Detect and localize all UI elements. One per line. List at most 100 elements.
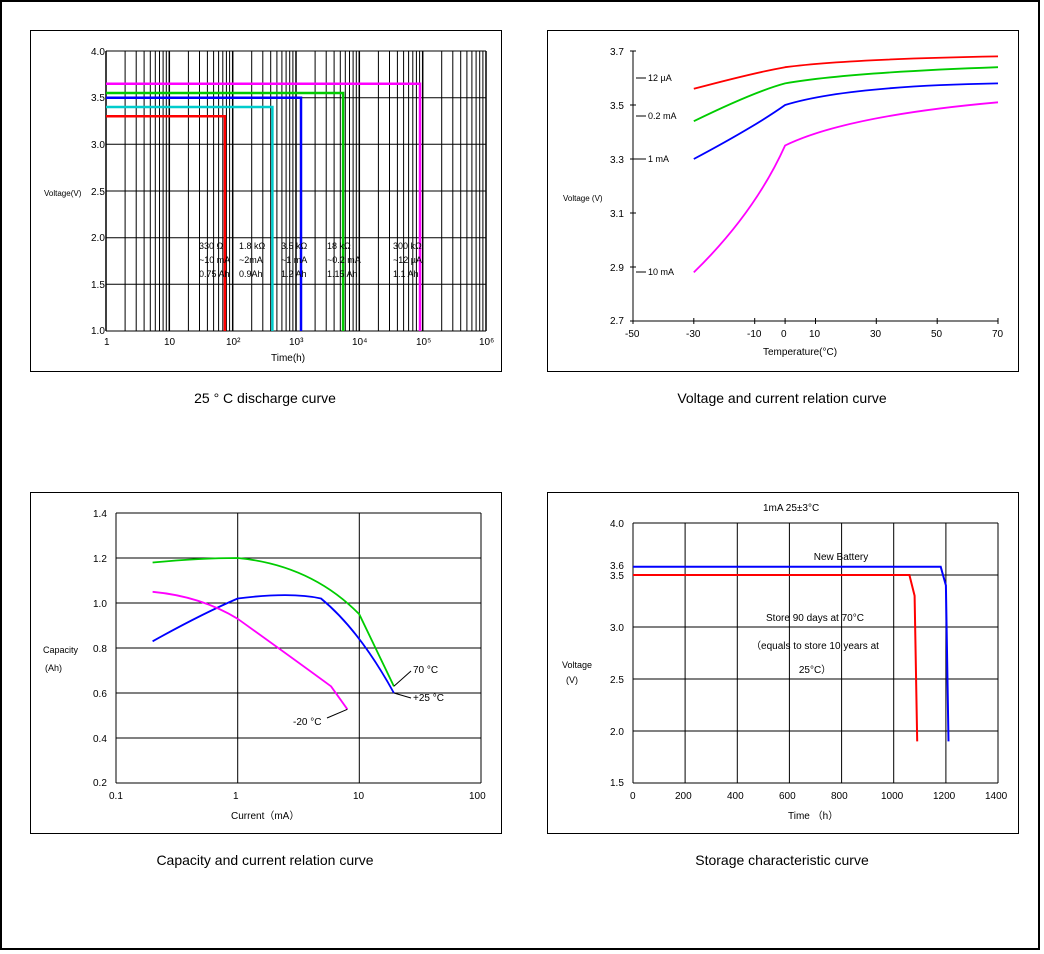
svg-text:4.0: 4.0 xyxy=(610,519,624,530)
chart-cap-current: 1.4 1.2 1.0 0.8 0.6 0.4 0.2 0.1 1 10 100 Current（… xyxy=(30,492,502,834)
storage-title: Storage characteristic curve xyxy=(547,852,1017,868)
svg-text:10²: 10² xyxy=(226,337,241,348)
svg-text:330 Ω: 330 Ω xyxy=(199,241,224,251)
svg-text:1.5: 1.5 xyxy=(91,280,105,291)
outer-frame: 4.03.53.02.52.01.51.0 11010²10³10⁴10⁵10⁶… xyxy=(0,0,1040,950)
svg-text:1400: 1400 xyxy=(985,791,1008,802)
discharge-ylabel: Voltage(V) xyxy=(44,189,82,198)
discharge-svg: 4.03.53.02.52.01.51.0 11010²10³10⁴10⁵10⁶… xyxy=(31,31,501,371)
svg-text:100: 100 xyxy=(469,791,486,802)
svg-text:0.2: 0.2 xyxy=(93,778,107,789)
discharge-xlabel: Time(h) xyxy=(271,353,305,364)
svg-text:1200: 1200 xyxy=(933,791,956,802)
volttemp-ylabel: Voltage (V) xyxy=(563,194,603,203)
svg-text:2.5: 2.5 xyxy=(91,187,105,198)
svg-text:3.1: 3.1 xyxy=(610,209,624,220)
svg-text:0.6: 0.6 xyxy=(93,689,107,700)
svg-text:10: 10 xyxy=(809,329,821,340)
volt-temp-title: Voltage and current relation curve xyxy=(547,390,1017,406)
cap-current-title: Capacity and current relation curve xyxy=(30,852,500,868)
svg-text:50: 50 xyxy=(931,329,943,340)
svg-text:25°C）: 25°C） xyxy=(799,664,831,676)
svg-text:1.8 kΩ: 1.8 kΩ xyxy=(239,241,266,251)
svg-text:0.75 Ah: 0.75 Ah xyxy=(199,269,230,279)
svg-text:Store 90 days at 70°C: Store 90 days at 70°C xyxy=(766,613,864,624)
svg-text:3.5: 3.5 xyxy=(610,101,624,112)
svg-text:3.0: 3.0 xyxy=(610,623,624,634)
svg-text:1.2: 1.2 xyxy=(93,554,107,565)
svg-text:1: 1 xyxy=(233,791,239,802)
svg-text:18 kΩ: 18 kΩ xyxy=(327,241,351,251)
svg-text:-20 °C: -20 °C xyxy=(293,717,321,728)
svg-text:1.5: 1.5 xyxy=(610,778,624,789)
volttemp-svg: 3.73.53.33.12.92.7 -50-30-10010305070 Te… xyxy=(548,31,1018,371)
svg-text:3.0: 3.0 xyxy=(91,140,105,151)
panel-storage: 4.03.63.53.02.52.01.5 020040060080010001… xyxy=(547,492,1017,868)
svg-text:600: 600 xyxy=(779,791,796,802)
svg-text:10: 10 xyxy=(353,791,365,802)
svg-text:400: 400 xyxy=(727,791,744,802)
svg-text:10 mA: 10 mA xyxy=(648,267,674,277)
storage-header: 1mA 25±3°C xyxy=(763,503,819,514)
svg-text:~12 µA: ~12 µA xyxy=(393,255,422,265)
svg-text:30: 30 xyxy=(870,329,882,340)
svg-text:70: 70 xyxy=(992,329,1004,340)
svg-text:3.5: 3.5 xyxy=(610,571,624,582)
svg-text:1.0: 1.0 xyxy=(93,599,107,610)
chart-storage: 4.03.63.53.02.52.01.5 020040060080010001… xyxy=(547,492,1019,834)
panel-discharge: 4.03.53.02.52.01.51.0 11010²10³10⁴10⁵10⁶… xyxy=(30,30,500,406)
chart-discharge: 4.03.53.02.52.01.51.0 11010²10³10⁴10⁵10⁶… xyxy=(30,30,502,372)
svg-text:~10 mA: ~10 mA xyxy=(199,255,230,265)
svg-text:1: 1 xyxy=(104,337,110,348)
svg-text:-50: -50 xyxy=(625,329,640,340)
svg-text:1.0: 1.0 xyxy=(91,326,105,337)
svg-text:12 µA: 12 µA xyxy=(648,73,672,83)
panel-volt-temp: 3.73.53.33.12.92.7 -50-30-10010305070 Te… xyxy=(547,30,1017,406)
svg-text:~2mA: ~2mA xyxy=(239,255,263,265)
svg-text:1.4: 1.4 xyxy=(93,509,107,520)
svg-text:（equals to store 10 years at: （equals to store 10 years at xyxy=(751,640,879,652)
svg-text:0.1: 0.1 xyxy=(109,791,123,802)
svg-text:1000: 1000 xyxy=(881,791,904,802)
panel-cap-current: 1.4 1.2 1.0 0.8 0.6 0.4 0.2 0.1 1 10 100 Current（… xyxy=(30,492,500,868)
svg-text:3.3: 3.3 xyxy=(610,155,624,166)
storage-svg: 4.03.63.53.02.52.01.5 020040060080010001… xyxy=(548,493,1018,833)
svg-text:0: 0 xyxy=(781,329,787,340)
discharge-title: 25 ° C discharge curve xyxy=(30,390,500,406)
svg-text:+25 °C: +25 °C xyxy=(413,693,444,704)
storage-xlabel: Time （h） xyxy=(788,810,838,822)
svg-text:0.4: 0.4 xyxy=(93,734,107,745)
svg-text:4.0: 4.0 xyxy=(91,47,105,58)
svg-text:New Battery: New Battery xyxy=(814,552,868,563)
svg-text:2.0: 2.0 xyxy=(610,727,624,738)
svg-text:0.9Ah: 0.9Ah xyxy=(239,269,263,279)
svg-text:-10: -10 xyxy=(747,329,762,340)
svg-text:1.2 Ah: 1.2 Ah xyxy=(281,269,307,279)
capcur-xlabel: Current（mA） xyxy=(231,810,299,822)
chart-volt-temp: 3.73.53.33.12.92.7 -50-30-10010305070 Te… xyxy=(547,30,1019,372)
svg-text:200: 200 xyxy=(675,791,692,802)
svg-text:1.1 Ah: 1.1 Ah xyxy=(393,269,419,279)
svg-text:70 °C: 70 °C xyxy=(413,665,438,676)
svg-text:-30: -30 xyxy=(686,329,701,340)
svg-text:Capacity: Capacity xyxy=(43,645,79,655)
svg-text:0.2 mA: 0.2 mA xyxy=(648,111,677,121)
svg-text:2.5: 2.5 xyxy=(610,675,624,686)
svg-text:~0.2 mA: ~0.2 mA xyxy=(327,255,361,265)
capcur-svg: 1.4 1.2 1.0 0.8 0.6 0.4 0.2 0.1 1 10 100 Current（… xyxy=(31,493,501,833)
svg-text:2.0: 2.0 xyxy=(91,233,105,244)
svg-text:0: 0 xyxy=(630,791,636,802)
svg-text:3.7: 3.7 xyxy=(610,47,624,58)
svg-text:300 kΩ: 300 kΩ xyxy=(393,241,422,251)
svg-text:10⁴: 10⁴ xyxy=(352,337,367,348)
svg-text:(V): (V) xyxy=(566,675,578,685)
volttemp-xlabel: Temperature(°C) xyxy=(763,347,837,358)
svg-text:Voltage: Voltage xyxy=(562,660,592,670)
svg-text:10: 10 xyxy=(164,337,176,348)
svg-text:0.8: 0.8 xyxy=(93,644,107,655)
svg-text:1.15 Ah: 1.15 Ah xyxy=(327,269,358,279)
svg-text:(Ah): (Ah) xyxy=(45,663,62,673)
svg-text:2.7: 2.7 xyxy=(610,316,624,327)
svg-text:3.5: 3.5 xyxy=(91,93,105,104)
svg-text:10⁶: 10⁶ xyxy=(479,337,494,348)
